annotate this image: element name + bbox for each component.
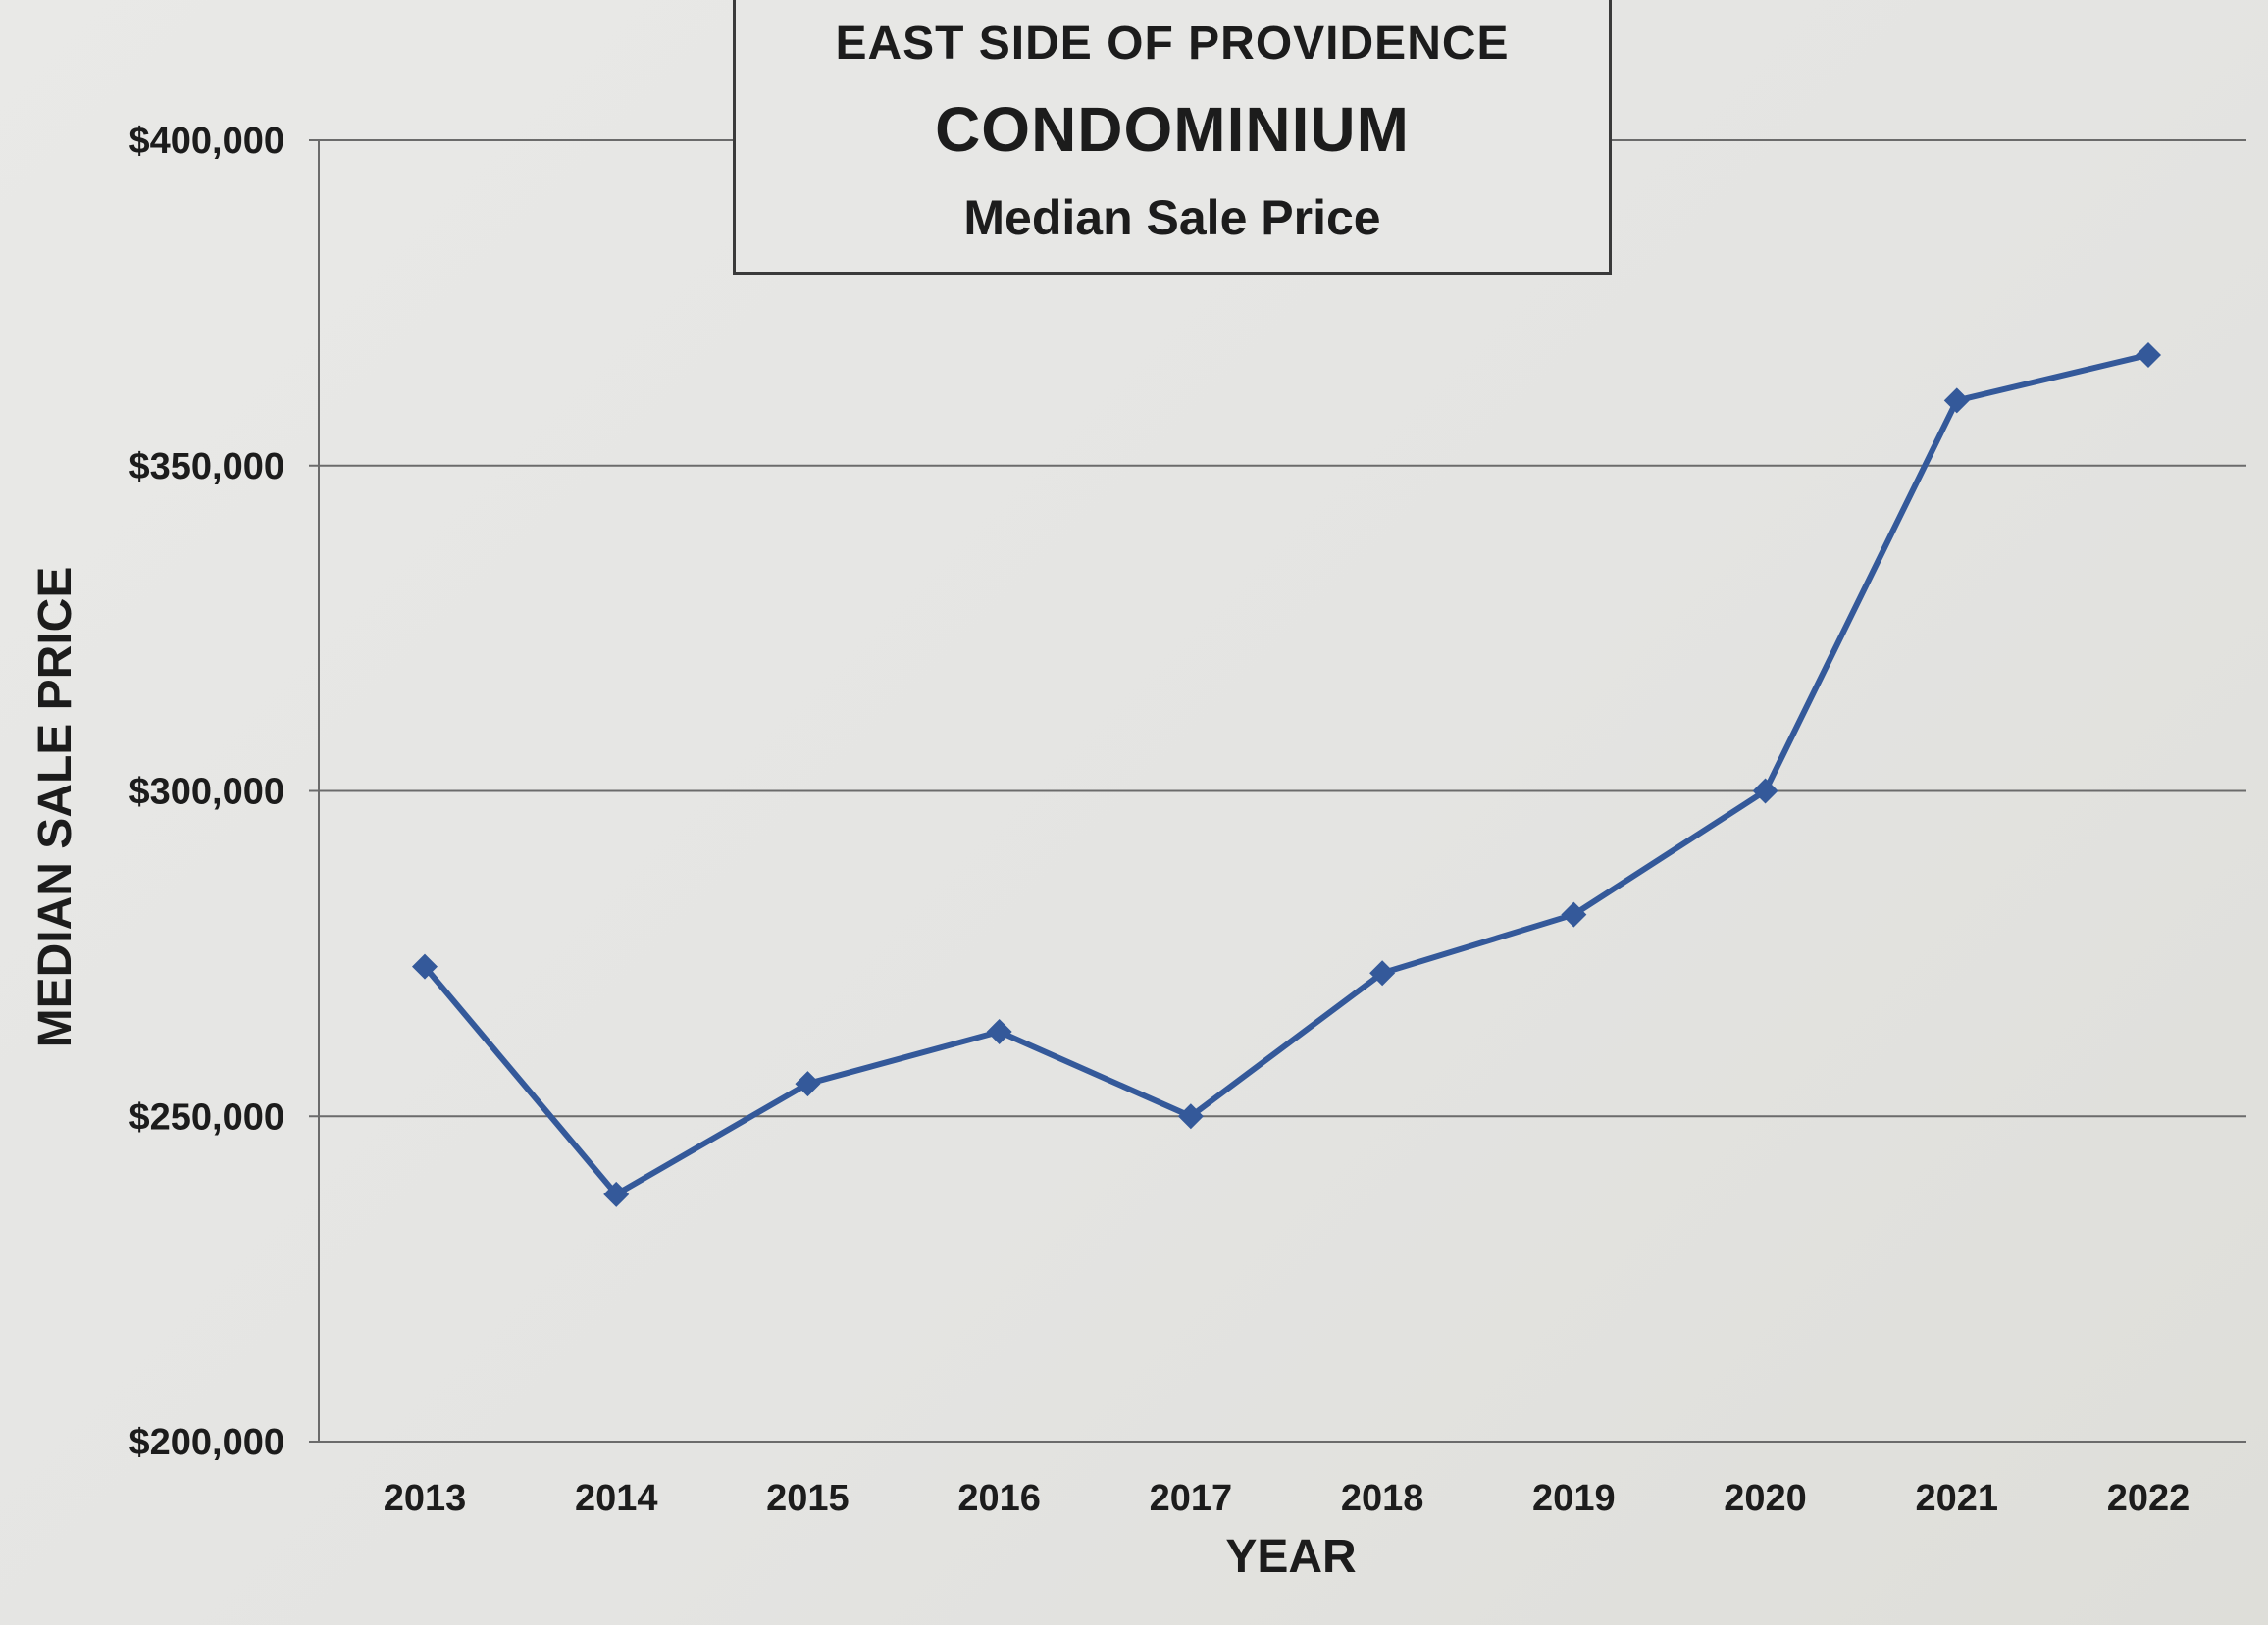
series-line-group (422, 351, 2151, 1197)
x-tick-label: 2015 (766, 1478, 850, 1519)
x-tick-label: 2017 (1150, 1478, 1233, 1519)
x-tick-label: 2022 (2107, 1478, 2191, 1519)
data-point-marker (2136, 341, 2161, 368)
y-axis-title: MEDIAN SALE PRICE (29, 567, 81, 1048)
x-tick-label: 2021 (1916, 1478, 1999, 1519)
data-point-marker (1752, 778, 1778, 804)
x-tick-labels: 2013 2014 2015 2016 2017 2018 2019 2020 2021 2022 (384, 1478, 2191, 1519)
data-point-marker (1561, 901, 1587, 928)
data-markers (412, 341, 2161, 1207)
data-point-marker (1177, 1103, 1204, 1130)
chart-title: EAST SIDE OF PROVIDENCE (835, 18, 1510, 70)
y-tick-label: $300,000 (129, 772, 285, 813)
y-tick-label: $250,000 (129, 1096, 285, 1138)
x-tick-label: 2018 (1341, 1478, 1424, 1519)
x-axis-title: YEAR (1225, 1531, 1356, 1583)
data-point-marker (1369, 960, 1396, 987)
x-tick-label: 2013 (384, 1478, 467, 1519)
data-point-marker (603, 1181, 630, 1207)
y-tick-label: $200,000 (129, 1422, 285, 1463)
x-tick-label: 2014 (575, 1478, 658, 1519)
x-tick-label: 2020 (1724, 1478, 1807, 1519)
gridlines (309, 139, 2246, 1443)
y-tick-labels: $400,000 $350,000 $300,000 $250,000 $200,000 (129, 121, 285, 1463)
chart-title-box: EAST SIDE OF PROVIDENCE CONDOMINIUM Medi… (733, 0, 1612, 275)
y-tick-label: $400,000 (129, 121, 285, 162)
chart-subtitle-secondary: Median Sale Price (963, 190, 1381, 245)
data-point-marker (1943, 387, 1970, 414)
data-point-marker (986, 1018, 1012, 1044)
data-point-marker (795, 1071, 821, 1097)
chart-subtitle: CONDOMINIUM (935, 94, 1410, 165)
x-tick-label: 2019 (1532, 1478, 1616, 1519)
y-tick-label: $350,000 (129, 446, 285, 487)
series-line (422, 351, 2151, 1197)
x-tick-label: 2016 (957, 1478, 1041, 1519)
data-point-marker (412, 953, 438, 980)
